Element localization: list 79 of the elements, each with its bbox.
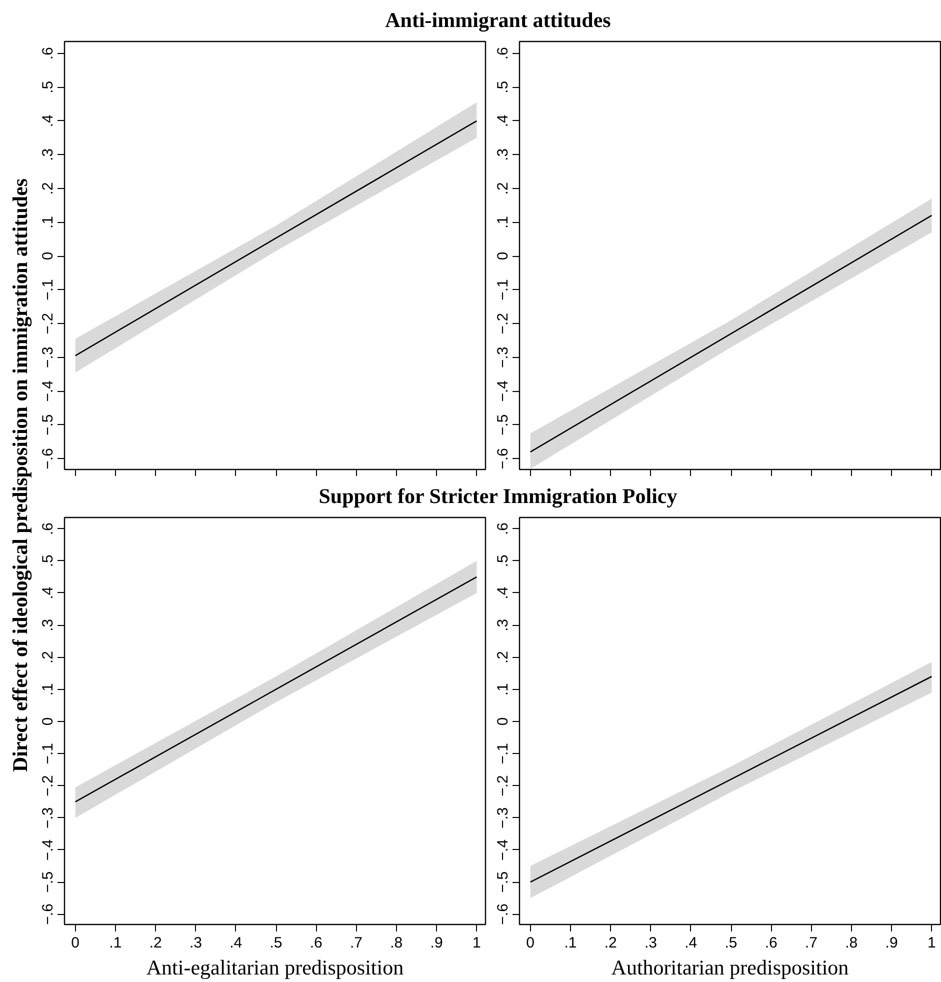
x-tick-label: .2 [604, 934, 617, 952]
y-tick-label: .6 [40, 47, 56, 60]
y-tick-label: −.3 [40, 807, 56, 828]
y-tick-label: −.6 [494, 448, 512, 470]
y-tick-label: −.2 [40, 312, 56, 334]
y-tick-label: 0 [494, 252, 512, 260]
y-tick-label: .2 [494, 650, 512, 664]
y-tick-label: −.2 [40, 775, 56, 796]
y-tick-label: .2 [40, 650, 56, 664]
x-tick-label: .9 [430, 934, 443, 952]
y-tick-label: .6 [494, 522, 512, 535]
x-tick-label: .1 [564, 934, 577, 952]
y-tick-label: −.3 [40, 346, 56, 368]
x-tick-label: .5 [270, 934, 282, 952]
x-tick-label: 1 [472, 934, 481, 952]
y-tick-label: .3 [40, 618, 56, 632]
y-tick-label: 0 [40, 717, 56, 726]
y-tick-label: −.4 [40, 839, 56, 861]
x-tick-label: .2 [149, 934, 162, 952]
y-tick-label: .5 [40, 80, 56, 94]
y-tick-label: .4 [40, 586, 56, 600]
x-tick-label: .7 [805, 934, 818, 952]
x-tick-label: .4 [230, 934, 242, 952]
x-tick-label: .8 [845, 934, 858, 952]
y-tick-label: .1 [40, 216, 56, 228]
x-tick-label: 0 [71, 934, 80, 952]
y-tick-label: .2 [494, 182, 512, 195]
x-tick-label: .6 [310, 934, 322, 952]
x-tick-label: .7 [350, 934, 363, 952]
y-tick-label: .4 [494, 586, 512, 600]
x-tick-label: .8 [390, 934, 403, 952]
y-tick-label: .5 [40, 554, 56, 568]
y-tick-label: .3 [40, 148, 56, 161]
x-tick-label: .3 [644, 934, 657, 952]
x-tick-label: .6 [764, 934, 778, 952]
chart-title: Support for Stricter Immigration Policy [318, 483, 678, 510]
y-tick-label: −.1 [40, 279, 56, 300]
y-tick-label: −.1 [494, 742, 512, 764]
x-tick-label: .3 [189, 934, 202, 952]
y-tick-label: .4 [494, 114, 512, 128]
y-tick-label: −.2 [494, 312, 512, 334]
x-tick-label: .9 [885, 934, 898, 952]
y-tick-label: −.2 [494, 775, 512, 796]
x-tick-label: .1 [109, 934, 122, 952]
y-tick-label: −.6 [494, 904, 512, 925]
y-tick-label: −.1 [494, 279, 512, 300]
y-tick-label: .3 [494, 148, 512, 161]
x-axis-title: Anti-egalitarian predisposition [146, 956, 404, 980]
y-tick-label: −.5 [40, 871, 56, 893]
chart-title: Anti-immigrant attitudes [385, 7, 611, 34]
y-tick-label: .3 [494, 618, 512, 632]
x-tick-label: .5 [724, 934, 738, 952]
x-tick-label: 1 [928, 934, 936, 952]
y-tick-label: −.3 [494, 807, 512, 828]
y-tick-label: .5 [494, 554, 512, 568]
y-tick-label: −.4 [494, 380, 512, 402]
y-tick-label: .1 [40, 683, 56, 696]
y-tick-label: .6 [40, 522, 56, 535]
y-tick-label: −.6 [40, 904, 56, 925]
y-tick-label: .2 [40, 182, 56, 195]
y-tick-label: −.5 [40, 414, 56, 436]
y-tick-label: 0 [494, 717, 512, 726]
y-tick-label: .5 [494, 80, 512, 94]
y-tick-label: .1 [494, 216, 512, 228]
y-tick-label: .6 [494, 47, 512, 60]
y-tick-label: −.1 [40, 742, 56, 764]
y-tick-label: −.4 [40, 380, 56, 402]
y-tick-label: 0 [40, 252, 56, 260]
y-tick-label: −.6 [40, 448, 56, 470]
y-tick-label: −.5 [494, 414, 512, 436]
y-tick-label: .4 [40, 114, 56, 128]
y-tick-label: −.3 [494, 346, 512, 368]
y-tick-label: .1 [494, 683, 512, 696]
y-axis-title: Direct effect of ideological predisposition on immigration attitudes [7, 178, 33, 772]
y-tick-label: −.5 [494, 871, 512, 893]
x-tick-label: 0 [526, 934, 535, 952]
y-tick-label: −.4 [494, 839, 512, 861]
x-axis-title: Authoritarian predisposition [611, 956, 850, 980]
x-tick-label: .4 [684, 934, 698, 952]
